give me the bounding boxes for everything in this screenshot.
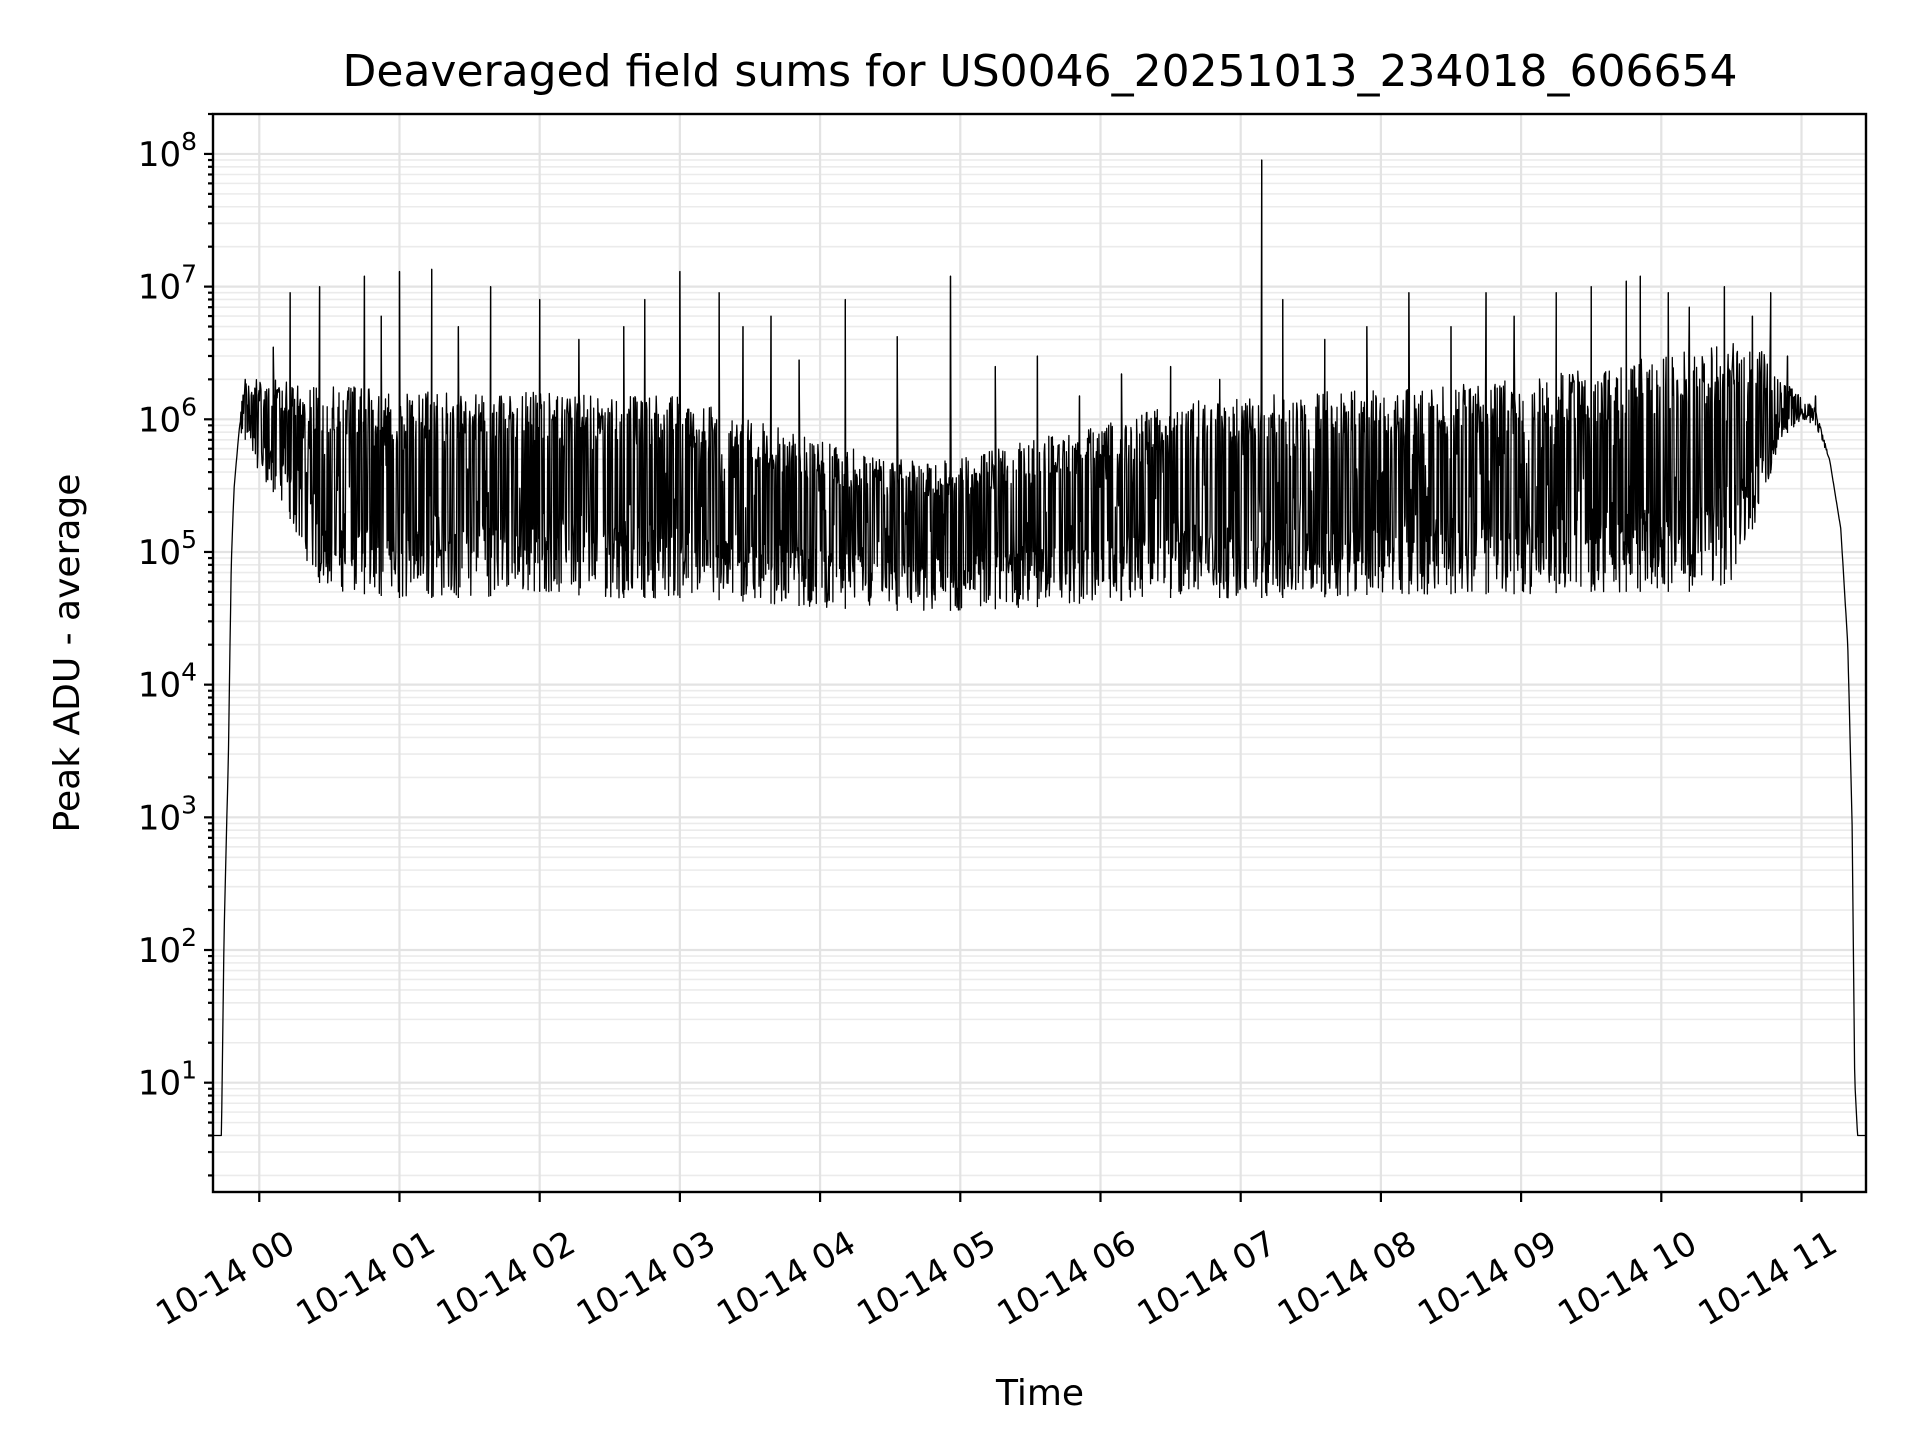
plot-area-frame bbox=[211, 112, 1868, 1194]
y-tick-label: 102 bbox=[138, 923, 197, 971]
y-tick-base: 10 bbox=[138, 666, 181, 706]
data-series bbox=[212, 159, 1867, 1137]
grid bbox=[213, 113, 1866, 1192]
y-tick-label: 107 bbox=[138, 260, 197, 308]
y-tick-label: 105 bbox=[138, 525, 197, 573]
series-line-field-sums bbox=[212, 159, 1867, 1137]
y-tick-exponent: 2 bbox=[181, 923, 197, 952]
x-axis-label: Time bbox=[995, 1373, 1084, 1414]
y-tick-base: 10 bbox=[138, 798, 181, 838]
y-tick-exponent: 3 bbox=[181, 790, 197, 819]
y-axis-label: Peak ADU - average bbox=[47, 474, 88, 833]
y-tick-base: 10 bbox=[138, 400, 181, 440]
chart-title: Deaveraged field sums for US0046_2025101… bbox=[343, 46, 1738, 97]
y-tick-base: 10 bbox=[138, 135, 181, 175]
y-tick-label: 101 bbox=[138, 1056, 197, 1104]
y-tick-label: 108 bbox=[138, 127, 197, 175]
y-tick-exponent: 4 bbox=[181, 658, 197, 687]
y-tick-label: 103 bbox=[138, 790, 197, 838]
y-tick-exponent: 5 bbox=[181, 525, 197, 554]
y-tick-label: 104 bbox=[138, 658, 197, 706]
y-tick-base: 10 bbox=[138, 931, 181, 971]
y-tick-base: 10 bbox=[138, 268, 181, 308]
y-tick-base: 10 bbox=[138, 1064, 181, 1104]
y-tick-exponent: 6 bbox=[181, 392, 197, 421]
y-tick-exponent: 8 bbox=[181, 127, 197, 156]
y-tick-base: 10 bbox=[138, 533, 181, 573]
y-tick-exponent: 1 bbox=[181, 1056, 197, 1085]
y-tick-label: 106 bbox=[138, 392, 197, 440]
y-tick-exponent: 7 bbox=[181, 260, 197, 289]
